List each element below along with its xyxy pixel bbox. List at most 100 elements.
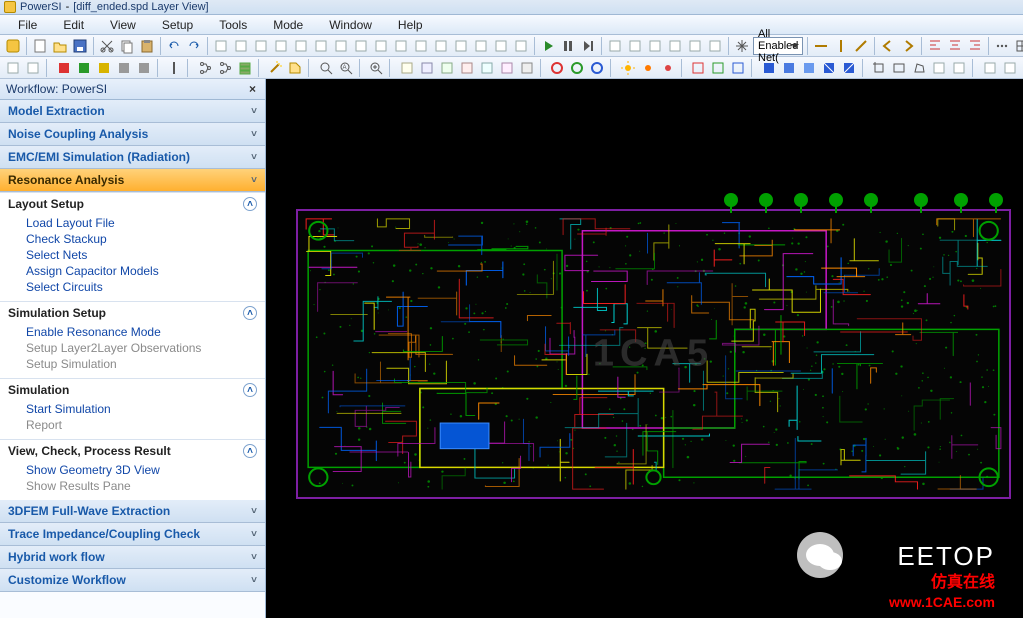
tool-pan-icon[interactable] bbox=[733, 37, 751, 55]
tool-align-l-icon[interactable] bbox=[926, 37, 944, 55]
net-dropdown[interactable]: All Enabled Net( bbox=[753, 37, 803, 55]
menu-tools[interactable]: Tools bbox=[207, 16, 259, 34]
tool-zoom-icon[interactable] bbox=[367, 59, 385, 77]
tool-paste-icon[interactable] bbox=[138, 37, 156, 55]
tool-sq-icon[interactable] bbox=[981, 59, 999, 77]
workflow-item-emc-emi-simulation-radiation-[interactable]: EMC/EMI Simulation (Radiation)˅ bbox=[0, 146, 265, 169]
tool-t2-icon[interactable] bbox=[418, 59, 436, 77]
tool-sq-icon[interactable] bbox=[4, 59, 22, 77]
tool-align-r-icon[interactable] bbox=[966, 37, 984, 55]
tool-sq-icon[interactable] bbox=[252, 37, 270, 55]
tool-sq-icon[interactable] bbox=[626, 37, 644, 55]
workflow-item-trace-impedance-coupling-check[interactable]: Trace Impedance/Coupling Check˅ bbox=[0, 523, 265, 546]
tool-t3-icon[interactable] bbox=[438, 59, 456, 77]
tool-poly-icon[interactable] bbox=[910, 59, 928, 77]
tool-redo-icon[interactable] bbox=[185, 37, 203, 55]
tool-red-icon[interactable] bbox=[55, 59, 73, 77]
tool-next-icon[interactable] bbox=[579, 37, 597, 55]
collapse-icon[interactable]: ˄ bbox=[243, 444, 257, 458]
tool-bl5-icon[interactable] bbox=[840, 59, 858, 77]
tool-sq-icon[interactable] bbox=[646, 37, 664, 55]
tool-sq-icon[interactable] bbox=[24, 59, 42, 77]
tool-c-g-icon[interactable] bbox=[568, 59, 586, 77]
tool-sq-icon[interactable] bbox=[606, 37, 624, 55]
collapse-icon[interactable]: ˄ bbox=[243, 197, 257, 211]
tool-bx3-icon[interactable] bbox=[729, 59, 747, 77]
tool-gry-icon[interactable] bbox=[135, 59, 153, 77]
tool-sun2-icon[interactable] bbox=[639, 59, 657, 77]
tool-sq-icon[interactable] bbox=[512, 37, 530, 55]
tool-sq-icon[interactable] bbox=[352, 37, 370, 55]
tool-sq-icon[interactable] bbox=[492, 37, 510, 55]
tool-rect-icon[interactable] bbox=[890, 59, 908, 77]
menu-mode[interactable]: Mode bbox=[261, 16, 315, 34]
tool-grid-icon[interactable] bbox=[1013, 37, 1023, 55]
menu-setup[interactable]: Setup bbox=[150, 16, 205, 34]
menu-window[interactable]: Window bbox=[317, 16, 384, 34]
tool-sq-icon[interactable] bbox=[392, 37, 410, 55]
workflow-item-hybrid-work-flow[interactable]: Hybrid work flow˅ bbox=[0, 546, 265, 569]
tool-line-v-icon[interactable] bbox=[832, 37, 850, 55]
tool-sq-icon[interactable] bbox=[432, 37, 450, 55]
tool-tree-icon[interactable] bbox=[216, 59, 234, 77]
tool-sun3-icon[interactable] bbox=[659, 59, 677, 77]
tool-t4-icon[interactable] bbox=[458, 59, 476, 77]
tool-ylw-icon[interactable] bbox=[95, 59, 113, 77]
workflow-item-model-extraction[interactable]: Model Extraction˅ bbox=[0, 100, 265, 123]
tool-sq-icon[interactable] bbox=[666, 37, 684, 55]
section-simulation[interactable]: Simulation˄ bbox=[0, 378, 265, 399]
tool-t5-icon[interactable] bbox=[478, 59, 496, 77]
tool-sq-icon[interactable] bbox=[706, 37, 724, 55]
tool-play-icon[interactable] bbox=[539, 37, 557, 55]
tool-bx2-icon[interactable] bbox=[709, 59, 727, 77]
tool-sq-icon[interactable] bbox=[372, 37, 390, 55]
tool-open-icon[interactable] bbox=[51, 37, 69, 55]
tool-sq-icon[interactable] bbox=[452, 37, 470, 55]
tool-arr-l-icon[interactable] bbox=[879, 37, 897, 55]
tool-tag-icon[interactable] bbox=[286, 59, 304, 77]
tool-pause-icon[interactable] bbox=[559, 37, 577, 55]
section-layout-setup[interactable]: Layout Setup˄ bbox=[0, 192, 265, 213]
menu-help[interactable]: Help bbox=[386, 16, 435, 34]
workflow-item-customize-workflow[interactable]: Customize Workflow˅ bbox=[0, 569, 265, 592]
workflow-item-noise-coupling-analysis[interactable]: Noise Coupling Analysis˅ bbox=[0, 123, 265, 146]
tool-stack-icon[interactable] bbox=[236, 59, 254, 77]
tool-line-h-icon[interactable] bbox=[812, 37, 830, 55]
tool-sq-icon[interactable] bbox=[292, 37, 310, 55]
tool-sq-icon[interactable] bbox=[232, 37, 250, 55]
section-view-check-process-result[interactable]: View, Check, Process Result˄ bbox=[0, 439, 265, 460]
link-assign-capacitor-models[interactable]: Assign Capacitor Models bbox=[26, 263, 265, 279]
tool-align-c-icon[interactable] bbox=[946, 37, 964, 55]
menu-file[interactable]: File bbox=[6, 16, 49, 34]
layout-canvas[interactable]: 1CA5 EETOP 仿真在线 www.1CAE.com bbox=[266, 79, 1023, 618]
tool-sq-icon[interactable] bbox=[212, 37, 230, 55]
link-show-geometry-3d-view[interactable]: Show Geometry 3D View bbox=[26, 462, 265, 478]
tool-vbar-icon[interactable] bbox=[165, 59, 183, 77]
tool-t7-icon[interactable] bbox=[518, 59, 536, 77]
tool-sq-icon[interactable] bbox=[472, 37, 490, 55]
tool-cut-icon[interactable] bbox=[98, 37, 116, 55]
link-select-circuits[interactable]: Select Circuits bbox=[26, 279, 265, 295]
tool-diag-icon[interactable] bbox=[852, 37, 870, 55]
workflow-item-resonance-analysis[interactable]: Resonance Analysis˅ bbox=[0, 169, 265, 192]
tool-sq-icon[interactable] bbox=[272, 37, 290, 55]
close-icon[interactable]: × bbox=[246, 82, 259, 96]
tool-copy-icon[interactable] bbox=[118, 37, 136, 55]
tool-c-b-icon[interactable] bbox=[588, 59, 606, 77]
tool-sq-icon[interactable] bbox=[312, 37, 330, 55]
tool-bl4-icon[interactable] bbox=[820, 59, 838, 77]
tool-sq-icon[interactable] bbox=[930, 59, 948, 77]
tool-tree-icon[interactable] bbox=[196, 59, 214, 77]
tool-t1-icon[interactable] bbox=[398, 59, 416, 77]
link-enable-resonance-mode[interactable]: Enable Resonance Mode bbox=[26, 324, 265, 340]
tool-c-r-icon[interactable] bbox=[548, 59, 566, 77]
tool-bl3-icon[interactable] bbox=[800, 59, 818, 77]
tool-sun1-icon[interactable] bbox=[619, 59, 637, 77]
tool-wand-icon[interactable] bbox=[266, 59, 284, 77]
link-start-simulation[interactable]: Start Simulation bbox=[26, 401, 265, 417]
workflow-item-3dfem-full-wave-extraction[interactable]: 3DFEM Full-Wave Extraction˅ bbox=[0, 500, 265, 523]
tool-sq-icon[interactable] bbox=[1001, 59, 1019, 77]
tool-zoomA-icon[interactable]: A bbox=[337, 59, 355, 77]
collapse-icon[interactable]: ˄ bbox=[243, 383, 257, 397]
tool-sq-icon[interactable] bbox=[686, 37, 704, 55]
